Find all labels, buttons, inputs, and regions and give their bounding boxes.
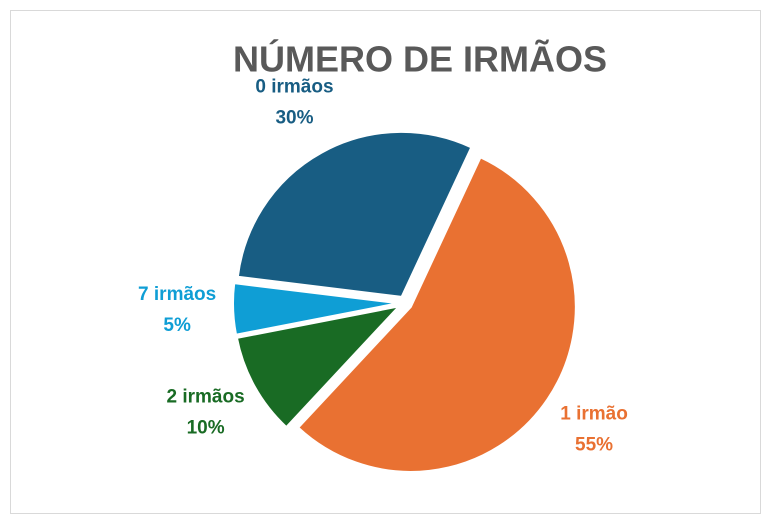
chart-title: NÚMERO DE IRMÃOS bbox=[233, 38, 607, 80]
value-label: 10% bbox=[187, 418, 225, 439]
value-label: 30% bbox=[275, 108, 313, 129]
pie-slice bbox=[296, 156, 577, 473]
category-label: 7 irmãos bbox=[138, 284, 216, 305]
data-label: 1 irmão 55% bbox=[560, 404, 628, 456]
pie-slice bbox=[232, 282, 399, 336]
category-label: 1 irmão bbox=[560, 404, 628, 425]
pie-slice bbox=[235, 304, 402, 429]
value-label: 5% bbox=[163, 315, 191, 336]
data-label: 2 irmãos 10% bbox=[167, 387, 245, 439]
data-label: 0 irmãos 30% bbox=[255, 77, 333, 129]
category-label: 0 irmãos bbox=[255, 77, 333, 98]
pie-slice bbox=[236, 130, 473, 298]
value-label: 55% bbox=[575, 435, 613, 456]
category-label: 2 irmãos bbox=[167, 387, 245, 408]
data-label: 7 irmãos 5% bbox=[138, 284, 216, 336]
